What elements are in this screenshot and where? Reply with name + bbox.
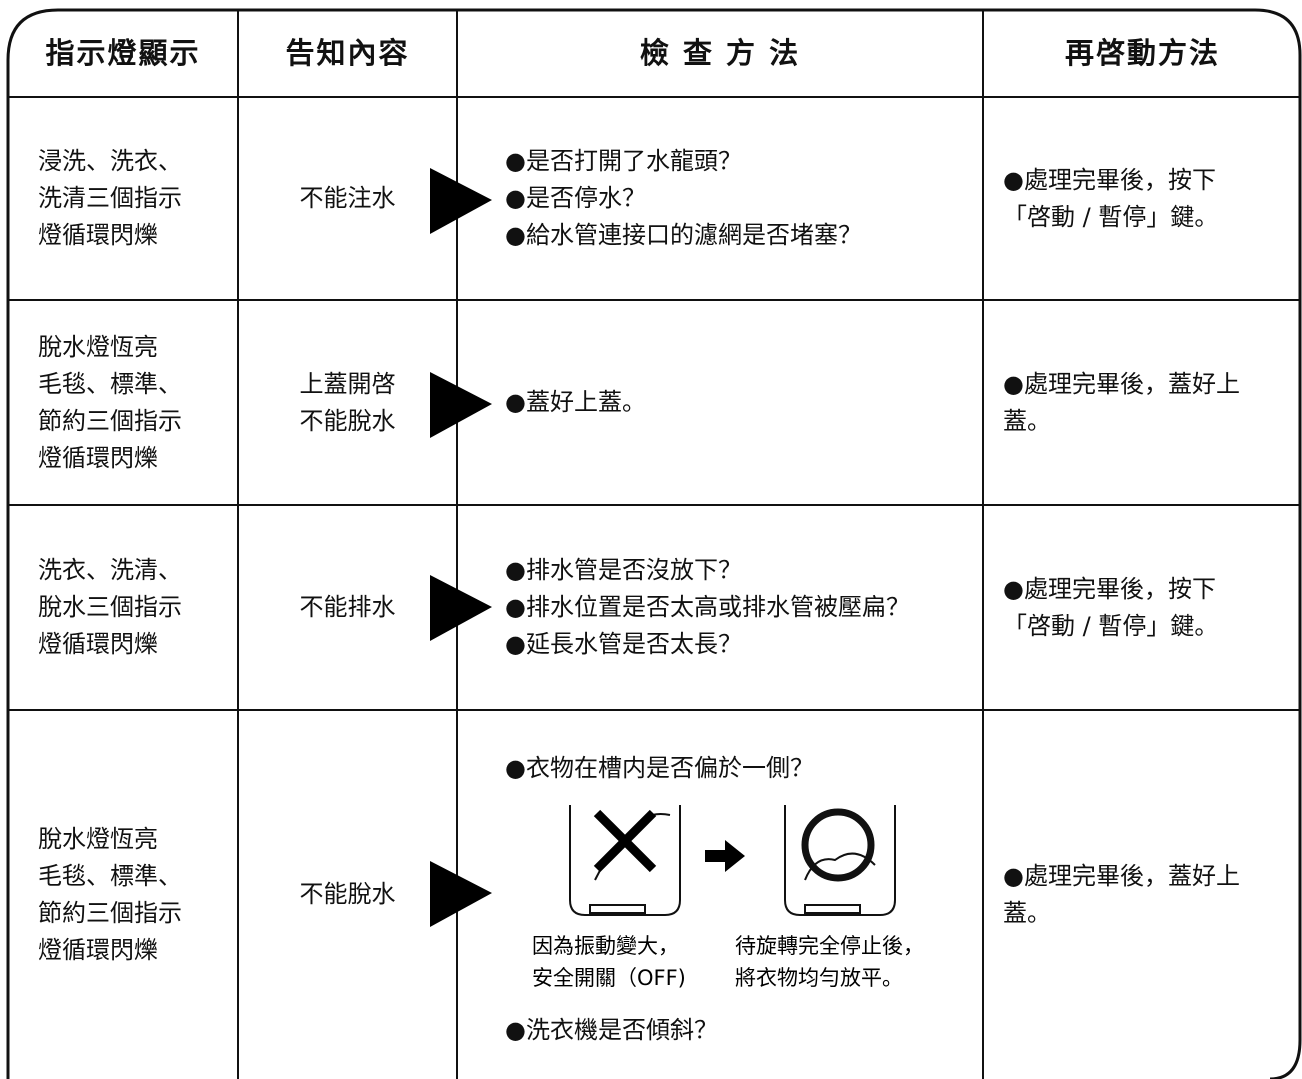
text-line: 因為振動變大， [532,934,679,958]
text-line: ●延長水管是否太長？ [505,630,742,658]
text-line: 待旋轉完全停止後， [735,934,924,958]
text-line: 不能脫水 [299,880,396,908]
figure-caption: 待旋轉完全停止後， 將衣物均勻放平。 [735,930,924,994]
text-line: 燈循環閃爍 [38,221,158,249]
text-line: ●排水位置是否太高或排水管被壓扁？ [505,593,910,621]
text-line: ●處理完畢後，按下 [1003,165,1216,194]
text-line: 「啓動 / 暫停」鍵。 [1003,202,1219,231]
text-line: ●排水管是否沒放下？ [505,556,742,584]
text-line: 不能排水 [299,593,396,621]
text-line: 毛毯、標準、 [38,861,182,890]
text-line: ●是否停水？ [505,184,646,212]
restart-cell: ●處理完畢後，按下 「啓動 / 暫停」鍵。 [1003,97,1302,300]
check-cell: ●洗衣機是否傾斜？ [505,1010,983,1050]
notice-cell: 不能排水 [238,505,457,710]
text-line: 告知內容 [285,36,410,70]
text-line: 燈循環閃爍 [38,630,158,658]
text-line: 不能注水 [299,184,396,212]
text-line: 脫水三個指示 [38,593,182,621]
text-line: 毛毯、標準、 [38,369,182,398]
text-line: 檢 查 方 法 [639,36,801,70]
text-line: 脫水燈恆亮 [38,332,158,361]
text-line: 浸洗、洗衣、 [38,147,182,175]
text-line: 蓋。 [1003,406,1051,435]
header-cell: 指示燈顯示 [8,10,238,97]
check-cell: ●衣物在槽内是否偏於一側？ [505,750,983,830]
check-cell: ●排水管是否沒放下？ ●排水位置是否太高或排水管被壓扁？ ●延長水管是否太長？ [505,505,983,710]
restart-cell: ●處理完畢後，蓋好上 蓋。 [1003,710,1302,1079]
figure-caption: 因為振動變大， 安全開關（OFF) [532,930,686,994]
check-cell: ●蓋好上蓋。 [505,300,983,505]
text-line: 節約三個指示 [38,406,182,435]
notice-cell: 上蓋開啓 不能脫水 [238,300,457,505]
text-line: 燈循環閃爍 [38,443,158,472]
text-line: 蓋。 [1003,898,1051,927]
text-line: 將衣物均勻放平。 [735,966,903,990]
text-line: 洗清三個指示 [38,184,182,212]
text-line: ●處理完畢後，蓋好上 [1003,369,1240,398]
text-line: ●是否打開了水龍頭？ [505,147,742,175]
header-cell: 告知內容 [238,10,457,97]
text-line: 燈循環閃爍 [38,935,158,964]
indicator-cell: 脫水燈恆亮毛毯、標準、 節約三個指示 燈循環閃爍 [38,710,238,1079]
text-line: 節約三個指示 [38,898,182,927]
restart-cell: ●處理完畢後，蓋好上 蓋。 [1003,300,1302,505]
indicator-cell: 脫水燈恆亮毛毯、標準、 節約三個指示 燈循環閃爍 [38,300,238,505]
text-line: ●處理完畢後，按下 [1003,574,1216,603]
indicator-cell: 浸洗、洗衣、 洗清三個指示 燈循環閃爍 [38,97,238,300]
text-line: 指示燈顯示 [45,36,201,70]
text-line: ●蓋好上蓋。 [505,388,646,416]
notice-cell: 不能脫水 [238,710,457,1079]
header-cell: 檢 查 方 法 [457,10,983,97]
indicator-cell: 洗衣、洗清、 脫水三個指示 燈循環閃爍 [38,505,238,710]
text-line: ●給水管連接口的濾網是否堵塞？ [505,221,862,249]
text-line: 不能脫水 [299,406,396,435]
text-line: 洗衣、洗清、 [38,556,182,584]
restart-cell: ●處理完畢後，按下 「啓動 / 暫停」鍵。 [1003,505,1302,710]
text-line: ●衣物在槽内是否偏於一側？ [505,754,814,782]
notice-cell: 不能注水 [238,97,457,300]
text-line: 安全開關（OFF) [532,966,686,990]
text-line: 再啓動方法 [1064,36,1220,70]
text-line: ●處理完畢後，蓋好上 [1003,861,1240,890]
check-cell: ●是否打開了水龍頭？ ●是否停水？ ●給水管連接口的濾網是否堵塞？ [505,97,983,300]
text-line: 脫水燈恆亮 [38,824,158,853]
text-line: 「啓動 / 暫停」鍵。 [1003,611,1219,640]
text-line: 上蓋開啓 [299,369,396,398]
text-line: ●洗衣機是否傾斜？ [505,1015,718,1044]
header-cell: 再啓動方法 [983,10,1302,97]
